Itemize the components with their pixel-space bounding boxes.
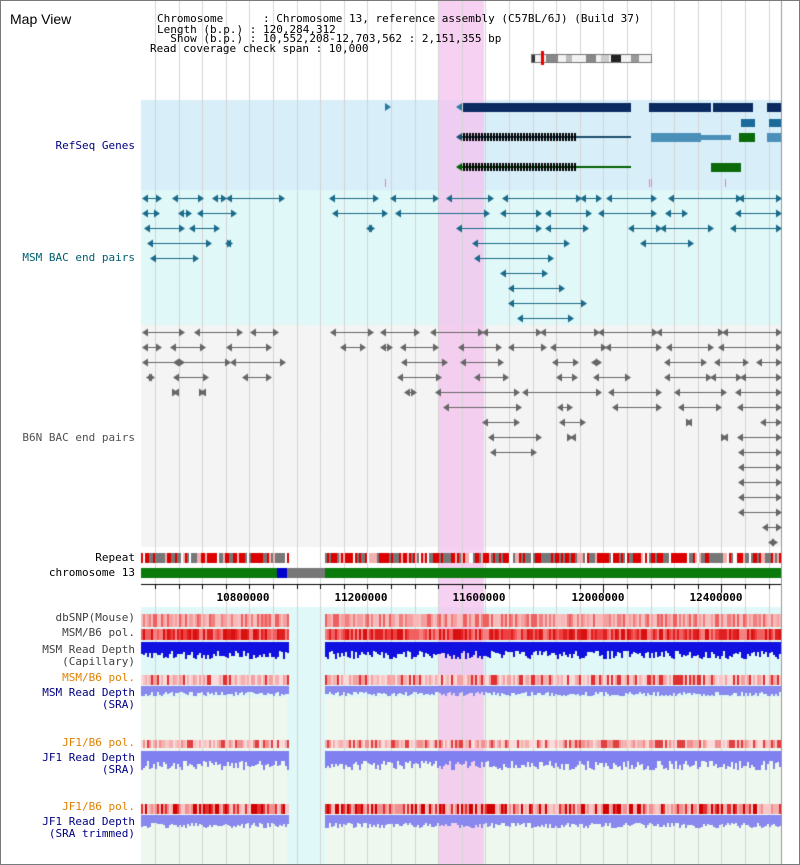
- axis-tick-label: 11200000: [334, 591, 388, 604]
- length-info: Length (b.p.) : 120,284,312: [157, 23, 336, 36]
- track-label-msm-bac[interactable]: MSM BAC end pairs: [22, 251, 135, 264]
- chromosome-info: Chromosome : Chromosome 13, reference as…: [157, 12, 641, 25]
- axis-tick-label: 12400000: [689, 591, 743, 604]
- track-label-jf1-depth-trim: JF1 Read Depth: [42, 815, 135, 828]
- axis-tick-label: 12000000: [571, 591, 625, 604]
- track-label-msm-depth-cap-sub: (Capillary): [62, 655, 135, 668]
- track-label-msm-depth-sra-sub: (SRA): [101, 698, 135, 711]
- axis-tick-label: 11600000: [452, 591, 506, 604]
- track-label-b6n-bac[interactable]: B6N BAC end pairs: [22, 431, 135, 444]
- track-label-jf1-b6-pol-2: JF1/B6 pol.: [62, 800, 135, 813]
- coverage-span-info: Read coverage check span : 10,000: [150, 42, 369, 55]
- track-label-msm-depth-cap: MSM Read Depth: [42, 643, 135, 656]
- track-label-dbsnp: dbSNP(Mouse): [55, 611, 135, 624]
- track-label-jf1-depth-sra: JF1 Read Depth: [42, 751, 135, 764]
- axis-tick-label: 10800000: [216, 591, 270, 604]
- track-label-chromosome: chromosome 13: [48, 566, 135, 579]
- page-title: Map View: [10, 11, 72, 27]
- show-range-info: Show (b.p.) : 10,552,208-12,703,562 : 2,…: [157, 32, 502, 45]
- track-label-refseq-genes[interactable]: RefSeq Genes: [55, 139, 135, 152]
- track-label-jf1-b6-pol-1: JF1/B6 pol.: [62, 736, 135, 749]
- track-label-repeat: Repeat: [95, 551, 135, 564]
- track-label-msm-b6-pol-2: MSM/B6 pol.: [62, 671, 135, 684]
- track-label-msm-depth-sra: MSM Read Depth: [42, 686, 135, 699]
- track-label-jf1-depth-trim-sub: (SRA trimmed): [48, 827, 135, 840]
- track-label-msm-b6-pol-1: MSM/B6 pol.: [62, 626, 135, 639]
- track-label-jf1-depth-sra-sub: (SRA): [101, 763, 135, 776]
